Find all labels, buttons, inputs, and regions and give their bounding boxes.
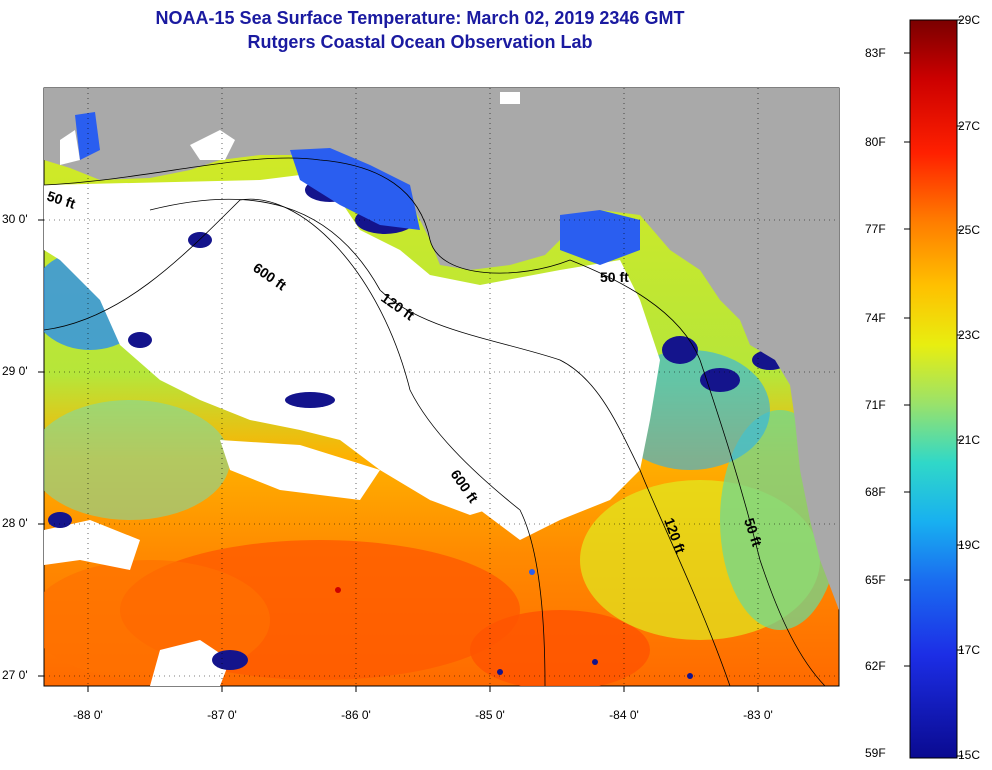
colorbar-c-label: 29C: [958, 13, 981, 27]
lat-label: 27 0': [2, 668, 28, 682]
colorbar-f-label: 62F: [865, 659, 886, 673]
lon-label: -83 0': [743, 708, 773, 722]
colorbar-c-label: 23C: [958, 328, 981, 342]
cloud-cover: [44, 175, 660, 686]
coastal-cold-water: [75, 112, 640, 265]
coastal-bays: [60, 92, 520, 165]
colorbar-f-label: 83F: [865, 46, 886, 60]
land-mass: [44, 88, 839, 610]
lon-label: -85 0': [475, 708, 505, 722]
lon-label: -88 0': [73, 708, 103, 722]
lat-label: 30 0': [2, 212, 28, 226]
map-subtitle: Rutgers Coastal Ocean Observation Lab: [247, 32, 593, 52]
colorbar-c-label: 19C: [958, 538, 981, 552]
colorbar-f-label: 74F: [865, 311, 886, 325]
lon-label: -84 0': [609, 708, 639, 722]
colorbar-f-label: 71F: [865, 398, 886, 412]
bathymetry-contours: [44, 157, 826, 686]
lat-label: 29 0': [2, 364, 28, 378]
colorbar-f-label: 65F: [865, 573, 886, 587]
colorbar-f-label: 80F: [865, 135, 886, 149]
sst-specks: [335, 569, 693, 679]
colorbar: [909, 19, 958, 759]
colorbar-f-label: 68F: [865, 485, 886, 499]
lon-label: -86 0': [341, 708, 371, 722]
colorbar-ticks: [904, 19, 963, 757]
lat-label: 28 0': [2, 516, 28, 530]
colorbar-c-label: 25C: [958, 223, 981, 237]
colorbar-f-label: 59F: [865, 746, 886, 760]
map-title: NOAA-15 Sea Surface Temperature: March 0…: [155, 8, 685, 28]
axis-ticks: [38, 219, 759, 692]
colorbar-c-label: 21C: [958, 433, 981, 447]
colorbar-c-label: 27C: [958, 119, 981, 133]
lon-label: -87 0': [207, 708, 237, 722]
colorbar-f-label: 77F: [865, 222, 886, 236]
colorbar-c-label: 15C: [958, 748, 981, 762]
colorbar-c-label: 17C: [958, 643, 981, 657]
contour-label: 50 ft: [600, 269, 629, 285]
